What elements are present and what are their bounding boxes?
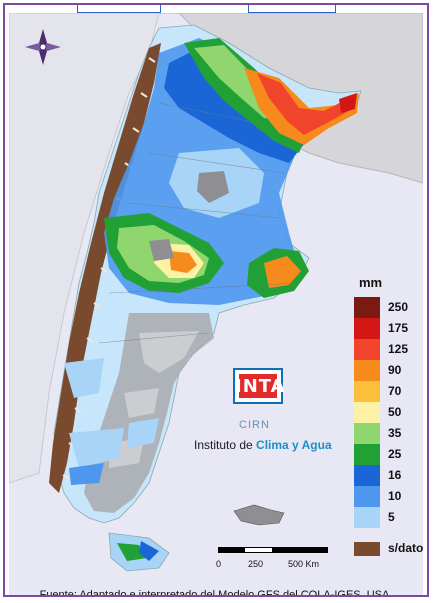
map-canvas: mm 250 175 125 90 70 50 35 25 16 10 5 s/dato INTA C… xyxy=(9,13,423,595)
precip-orange-east xyxy=(264,256,301,288)
precip-south-patches xyxy=(64,358,159,468)
legend-swatch-175 xyxy=(354,318,380,339)
compass-icon xyxy=(25,29,61,65)
cirn-label: CIRN xyxy=(239,419,270,431)
legend-swatch-16 xyxy=(354,465,380,486)
legend-swatch-no-data xyxy=(354,542,380,556)
legend-label-16: 16 xyxy=(388,468,402,482)
inta-logo: INTA xyxy=(233,368,286,404)
neighbour-land-2 xyxy=(9,13,160,484)
legend-label-50: 50 xyxy=(388,405,402,419)
legend-label-175: 175 xyxy=(388,321,409,335)
legend-label-70: 70 xyxy=(388,384,402,398)
source-caption: Fuente: Adaptado e interpretado del Mode… xyxy=(39,589,393,597)
legend-label-35: 35 xyxy=(388,426,402,440)
legend-label-10: 10 xyxy=(388,489,402,503)
precip-red-ne xyxy=(257,73,354,135)
institute-prefix: Instituto de xyxy=(194,438,257,452)
malvinas-islands xyxy=(233,504,285,526)
province-borders xyxy=(98,102,300,344)
legend-label-250: 250 xyxy=(388,300,409,314)
legend-label-no-data: s/dato xyxy=(388,541,424,555)
legend-label-90: 90 xyxy=(388,363,402,377)
scale-label-500: 500 Km xyxy=(288,559,320,569)
map-frame: mm 250 175 125 90 70 50 35 25 16 10 5 s/dato INTA C… xyxy=(3,3,429,597)
legend-label-25: 25 xyxy=(388,447,402,461)
legend-swatch-35 xyxy=(354,423,380,444)
precip-orange-center xyxy=(169,251,197,273)
precip-grey-center xyxy=(197,171,229,203)
legend-swatch-70 xyxy=(354,381,380,402)
top-tab-left[interactable] xyxy=(77,5,161,13)
legend-swatch-5 xyxy=(354,507,380,528)
legend-label-125: 125 xyxy=(388,342,409,356)
precip-darkred-ne xyxy=(339,93,357,113)
precip-grey-center-2 xyxy=(149,239,174,261)
top-tab-strip xyxy=(5,5,427,13)
precip-south-blue xyxy=(69,463,104,485)
scale-label-250: 250 xyxy=(248,559,264,569)
map-svg xyxy=(9,13,423,572)
legend-swatch-250 xyxy=(354,297,380,318)
relief-south-highlights xyxy=(109,331,199,468)
scale-bar-graphic xyxy=(218,547,328,553)
tierra-del-fuego-blue xyxy=(139,541,159,561)
legend-swatch-25 xyxy=(354,444,380,465)
legend-swatch-10 xyxy=(354,486,380,507)
institute-label: Instituto de Clima y Agua xyxy=(194,438,332,452)
legend-swatch-50 xyxy=(354,402,380,423)
top-tab-right[interactable] xyxy=(248,5,336,13)
legend-unit-label: mm xyxy=(359,275,383,290)
tierra-del-fuego-green xyxy=(117,543,147,561)
inta-logo-text: INTA xyxy=(235,376,286,397)
institute-highlight: Clima y Agua xyxy=(256,438,332,452)
legend-label-5: 5 xyxy=(388,510,395,524)
scale-label-0: 0 xyxy=(216,559,222,569)
legend-swatch-90 xyxy=(354,360,380,381)
legend-swatch-125 xyxy=(354,339,380,360)
